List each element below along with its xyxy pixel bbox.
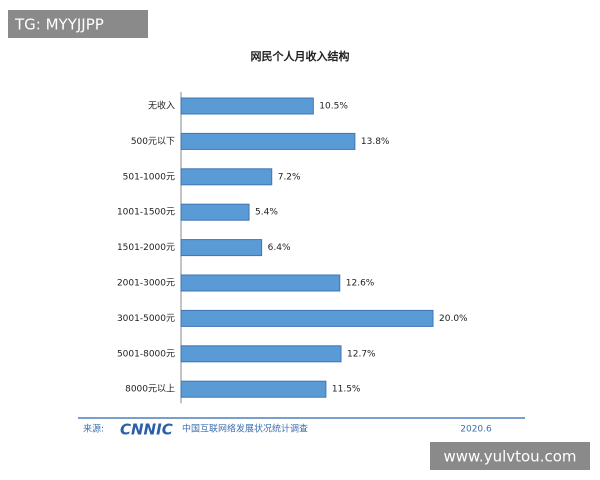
category-label: 3001-5000元 bbox=[117, 314, 175, 324]
source-logo: CNNIC bbox=[120, 421, 173, 439]
value-label: 13.8% bbox=[361, 137, 390, 147]
value-label: 5.4% bbox=[255, 208, 278, 218]
value-label: 10.5% bbox=[319, 102, 348, 112]
category-label: 501-1000元 bbox=[123, 172, 175, 182]
value-label: 11.5% bbox=[332, 385, 361, 395]
chart-title: 网民个人月收入结构 bbox=[251, 49, 350, 63]
overlay-box bbox=[430, 442, 590, 470]
overlay-text: www.yulvtou.com bbox=[444, 448, 577, 466]
bar bbox=[180, 345, 342, 363]
value-label: 12.7% bbox=[347, 349, 376, 359]
bar bbox=[180, 132, 356, 150]
source-label: 来源: bbox=[83, 424, 104, 435]
bar bbox=[180, 274, 341, 292]
value-label: 6.4% bbox=[268, 243, 291, 253]
overlay-text: TG: MYYJJPP bbox=[14, 16, 104, 34]
bar bbox=[180, 239, 263, 257]
bar bbox=[180, 97, 314, 115]
category-label: 1501-2000元 bbox=[117, 243, 175, 253]
category-label: 500元以下 bbox=[131, 137, 175, 147]
bar bbox=[180, 203, 250, 221]
source: 中国互联网络发展状况统计调查 bbox=[182, 423, 308, 435]
category-label: 5001-8000元 bbox=[117, 349, 175, 359]
overlay-box bbox=[8, 10, 148, 38]
value-label: 20.0% bbox=[439, 314, 468, 324]
bar bbox=[180, 380, 327, 398]
value-label: 7.2% bbox=[278, 172, 301, 182]
category-label: 无收入 bbox=[148, 100, 175, 112]
date: 2020.6 bbox=[460, 425, 492, 435]
category-label: 1001-1500元 bbox=[117, 208, 175, 218]
category-label: 8000元以上 bbox=[125, 384, 175, 395]
value-label: 12.6% bbox=[346, 279, 375, 289]
bar bbox=[180, 168, 273, 186]
category-label: 2001-3000元 bbox=[117, 279, 175, 289]
bar bbox=[180, 309, 434, 327]
